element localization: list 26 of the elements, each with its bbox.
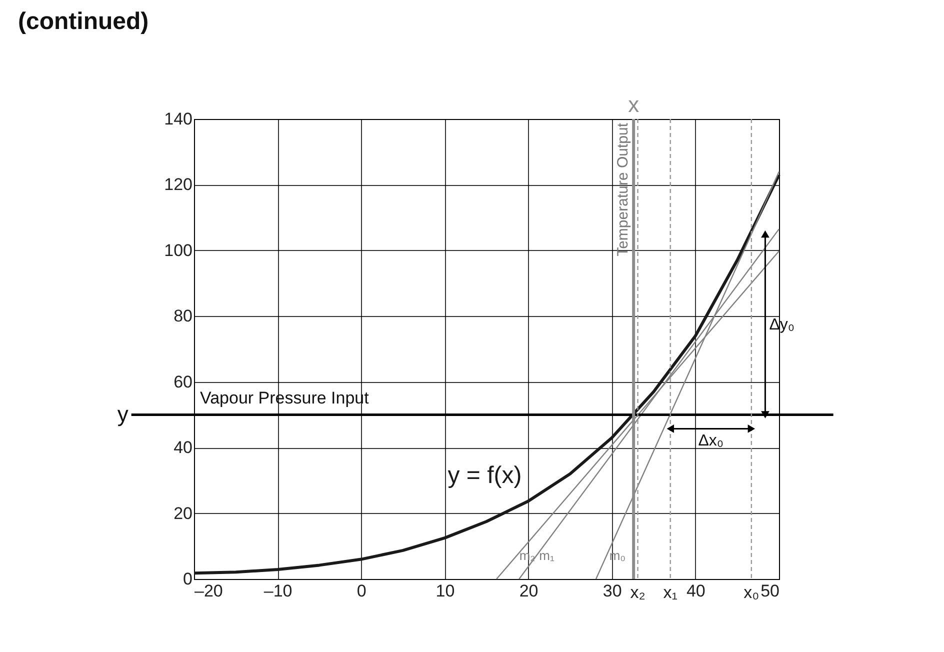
text: x <box>628 92 640 117</box>
y-tick-label: 60 <box>174 372 192 392</box>
series-label: y = f(x) <box>448 462 522 489</box>
y-tick-label: 20 <box>174 504 192 523</box>
series-label: m₁ <box>539 548 556 563</box>
x-tick-label: 50 <box>760 582 780 600</box>
annotation: Δx₀ <box>698 432 724 450</box>
ref-line-label: x₁ <box>663 583 678 602</box>
ref-line-label: Temperature Output <box>614 122 632 256</box>
ref-line-label: x₀ <box>744 583 760 602</box>
y-tick-label: 100 <box>164 240 192 260</box>
x-tick-label: 10 <box>436 582 455 600</box>
y-tick-label: 140 <box>164 110 192 128</box>
x-tick-label: 40 <box>686 582 706 600</box>
ref-line-label: x₂ <box>630 583 646 602</box>
x-tick-label: –10 <box>264 582 292 600</box>
y-tick-label: 40 <box>174 438 192 458</box>
y-tick-label: 0 <box>183 570 192 588</box>
x-tick-label: 0 <box>356 582 366 600</box>
text: y <box>117 402 128 427</box>
x-tick-label: 30 <box>602 582 622 600</box>
chart-title: (continued) <box>18 8 149 35</box>
y-tick-label: 80 <box>174 306 192 326</box>
x-tick-label: 20 <box>519 582 538 600</box>
y-tick-label: 120 <box>164 175 192 194</box>
x-tick-label: –20 <box>194 582 223 600</box>
